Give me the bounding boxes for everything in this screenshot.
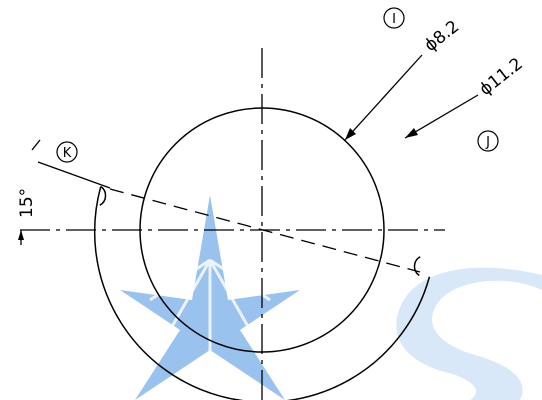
watermark-star-rays: [149, 258, 271, 360]
watermark-letter-s: [396, 267, 542, 400]
outer-diameter-label: ϕ11.2: [476, 54, 527, 100]
svg-text:K: K: [63, 146, 72, 161]
callout-k: K: [56, 141, 78, 163]
watermark-logo: [120, 195, 542, 400]
leader-inner-arrow: [345, 128, 356, 140]
notch-axis-line: [109, 188, 421, 273]
svg-text:J: J: [485, 135, 490, 150]
outer-circle: [93, 186, 431, 400]
leader-outer-arrow: [405, 128, 418, 138]
angle-arrow-lower: [18, 230, 24, 240]
angle-dim-arc-upper: [31, 139, 41, 151]
angle-extension-line: [37, 161, 111, 189]
leader-outer-diameter: [404, 94, 479, 139]
inner-diameter-label: ϕ8.2: [421, 17, 463, 56]
leader-inner-diameter: [344, 54, 423, 141]
svg-text:I: I: [392, 12, 396, 27]
notch-left: [99, 185, 107, 206]
angle-dimension-label: 15°: [17, 188, 37, 218]
callout-i: I: [383, 7, 405, 29]
callout-j: J: [477, 130, 499, 152]
notch-right: [413, 256, 421, 277]
